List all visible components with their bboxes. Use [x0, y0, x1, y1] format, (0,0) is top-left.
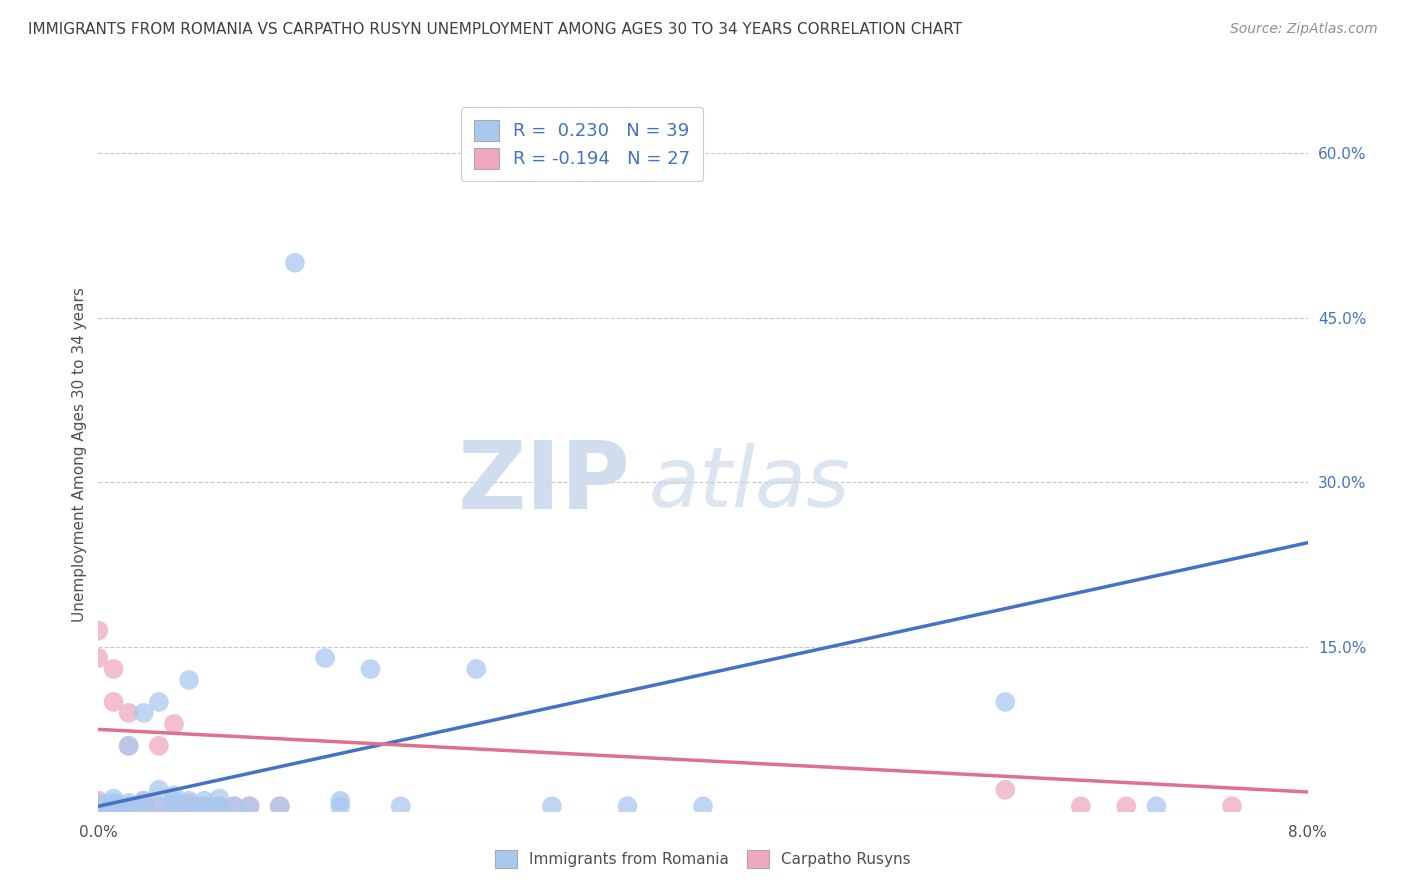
- Point: [132, 794, 155, 808]
- Point: [179, 796, 201, 810]
- Point: [103, 791, 125, 805]
- Point: [163, 794, 186, 808]
- Text: ZIP: ZIP: [457, 437, 630, 530]
- Point: [269, 799, 291, 814]
- Point: [1115, 799, 1137, 814]
- Point: [193, 794, 215, 808]
- Point: [224, 799, 246, 814]
- Point: [118, 739, 141, 753]
- Point: [118, 799, 141, 814]
- Point: [616, 799, 638, 814]
- Point: [389, 799, 412, 814]
- Point: [692, 799, 714, 814]
- Point: [118, 796, 141, 810]
- Point: [193, 799, 215, 814]
- Text: IMMIGRANTS FROM ROMANIA VS CARPATHO RUSYN UNEMPLOYMENT AMONG AGES 30 TO 34 YEARS: IMMIGRANTS FROM ROMANIA VS CARPATHO RUSY…: [28, 22, 962, 37]
- Point: [163, 799, 186, 814]
- Point: [224, 799, 246, 814]
- Point: [541, 799, 564, 814]
- Point: [87, 799, 110, 814]
- Point: [208, 799, 231, 814]
- Point: [360, 662, 382, 676]
- Point: [87, 796, 110, 810]
- Point: [465, 662, 488, 676]
- Point: [994, 782, 1017, 797]
- Point: [148, 799, 170, 814]
- Point: [87, 794, 110, 808]
- Point: [132, 799, 155, 814]
- Point: [87, 651, 110, 665]
- Point: [103, 695, 125, 709]
- Text: Source: ZipAtlas.com: Source: ZipAtlas.com: [1230, 22, 1378, 37]
- Point: [148, 695, 170, 709]
- Point: [284, 256, 307, 270]
- Point: [1146, 799, 1168, 814]
- Point: [314, 651, 336, 665]
- Point: [1220, 799, 1243, 814]
- Point: [179, 799, 201, 814]
- Point: [103, 796, 125, 810]
- Y-axis label: Unemployment Among Ages 30 to 34 years: Unemployment Among Ages 30 to 34 years: [72, 287, 87, 623]
- Point: [193, 799, 215, 814]
- Text: atlas: atlas: [648, 443, 851, 524]
- Point: [179, 799, 201, 814]
- Point: [269, 799, 291, 814]
- Point: [329, 799, 352, 814]
- Legend: Immigrants from Romania, Carpatho Rusyns: Immigrants from Romania, Carpatho Rusyns: [488, 843, 918, 875]
- Point: [118, 739, 141, 753]
- Point: [179, 794, 201, 808]
- Point: [148, 799, 170, 814]
- Point: [103, 799, 125, 814]
- Point: [208, 791, 231, 805]
- Point: [329, 794, 352, 808]
- Point: [239, 799, 262, 814]
- Point: [994, 695, 1017, 709]
- Point: [103, 799, 125, 814]
- Point: [148, 739, 170, 753]
- Point: [1070, 799, 1092, 814]
- Point: [163, 799, 186, 814]
- Point: [239, 799, 262, 814]
- Point: [163, 789, 186, 803]
- Point: [208, 799, 231, 814]
- Point: [132, 706, 155, 720]
- Point: [132, 794, 155, 808]
- Point: [87, 624, 110, 638]
- Point: [132, 799, 155, 814]
- Point: [148, 782, 170, 797]
- Point: [87, 799, 110, 814]
- Point: [163, 717, 186, 731]
- Point: [118, 799, 141, 814]
- Point: [179, 673, 201, 687]
- Point: [103, 662, 125, 676]
- Point: [118, 706, 141, 720]
